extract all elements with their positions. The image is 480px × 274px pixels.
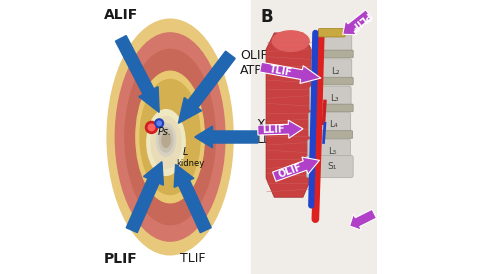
Text: L₂: L₂ xyxy=(332,67,340,76)
Ellipse shape xyxy=(115,33,225,241)
Circle shape xyxy=(145,121,157,133)
Text: PLIF: PLIF xyxy=(348,10,372,32)
Polygon shape xyxy=(195,126,258,148)
Text: B: B xyxy=(261,8,273,26)
FancyBboxPatch shape xyxy=(310,86,351,111)
Circle shape xyxy=(157,121,161,125)
Polygon shape xyxy=(179,51,235,123)
FancyBboxPatch shape xyxy=(312,131,353,138)
Text: L₅: L₅ xyxy=(328,147,337,156)
Polygon shape xyxy=(258,120,303,138)
FancyBboxPatch shape xyxy=(314,104,353,112)
Bar xyxy=(251,0,377,274)
FancyBboxPatch shape xyxy=(312,59,352,84)
Polygon shape xyxy=(126,162,163,233)
FancyBboxPatch shape xyxy=(316,50,353,58)
Text: ALIF: ALIF xyxy=(104,8,138,22)
Text: LLIF: LLIF xyxy=(262,124,285,135)
Ellipse shape xyxy=(140,79,200,195)
Circle shape xyxy=(148,124,155,131)
Ellipse shape xyxy=(159,127,173,152)
Text: OLIF
ATP: OLIF ATP xyxy=(240,49,268,77)
Polygon shape xyxy=(266,33,311,197)
Text: L: L xyxy=(182,147,188,157)
Ellipse shape xyxy=(107,19,233,255)
Text: XLIF
LLIF: XLIF LLIF xyxy=(256,118,283,146)
FancyBboxPatch shape xyxy=(314,32,352,56)
Polygon shape xyxy=(349,209,376,230)
Ellipse shape xyxy=(272,31,309,52)
Text: S₁: S₁ xyxy=(327,162,336,171)
FancyBboxPatch shape xyxy=(306,155,353,178)
Text: kidney: kidney xyxy=(177,159,205,167)
Text: L₃: L₃ xyxy=(330,94,339,103)
Text: TLIF: TLIF xyxy=(269,64,293,78)
Polygon shape xyxy=(174,164,211,233)
FancyBboxPatch shape xyxy=(308,139,350,164)
Circle shape xyxy=(155,119,164,128)
Ellipse shape xyxy=(136,71,204,203)
Text: OLIF: OLIF xyxy=(276,162,303,180)
FancyBboxPatch shape xyxy=(319,28,345,37)
Polygon shape xyxy=(343,10,372,35)
Polygon shape xyxy=(116,36,159,112)
FancyBboxPatch shape xyxy=(314,77,353,85)
Text: TLIF: TLIF xyxy=(180,252,205,265)
Ellipse shape xyxy=(156,123,176,156)
Ellipse shape xyxy=(151,116,181,169)
Polygon shape xyxy=(260,62,321,84)
Polygon shape xyxy=(273,157,320,181)
Ellipse shape xyxy=(162,132,170,147)
FancyBboxPatch shape xyxy=(309,112,351,137)
Text: PLIF: PLIF xyxy=(104,252,138,266)
Text: Ps.: Ps. xyxy=(157,127,172,136)
FancyArrow shape xyxy=(79,16,97,258)
Text: L₄: L₄ xyxy=(329,120,337,129)
Ellipse shape xyxy=(125,49,216,225)
Ellipse shape xyxy=(147,110,185,175)
